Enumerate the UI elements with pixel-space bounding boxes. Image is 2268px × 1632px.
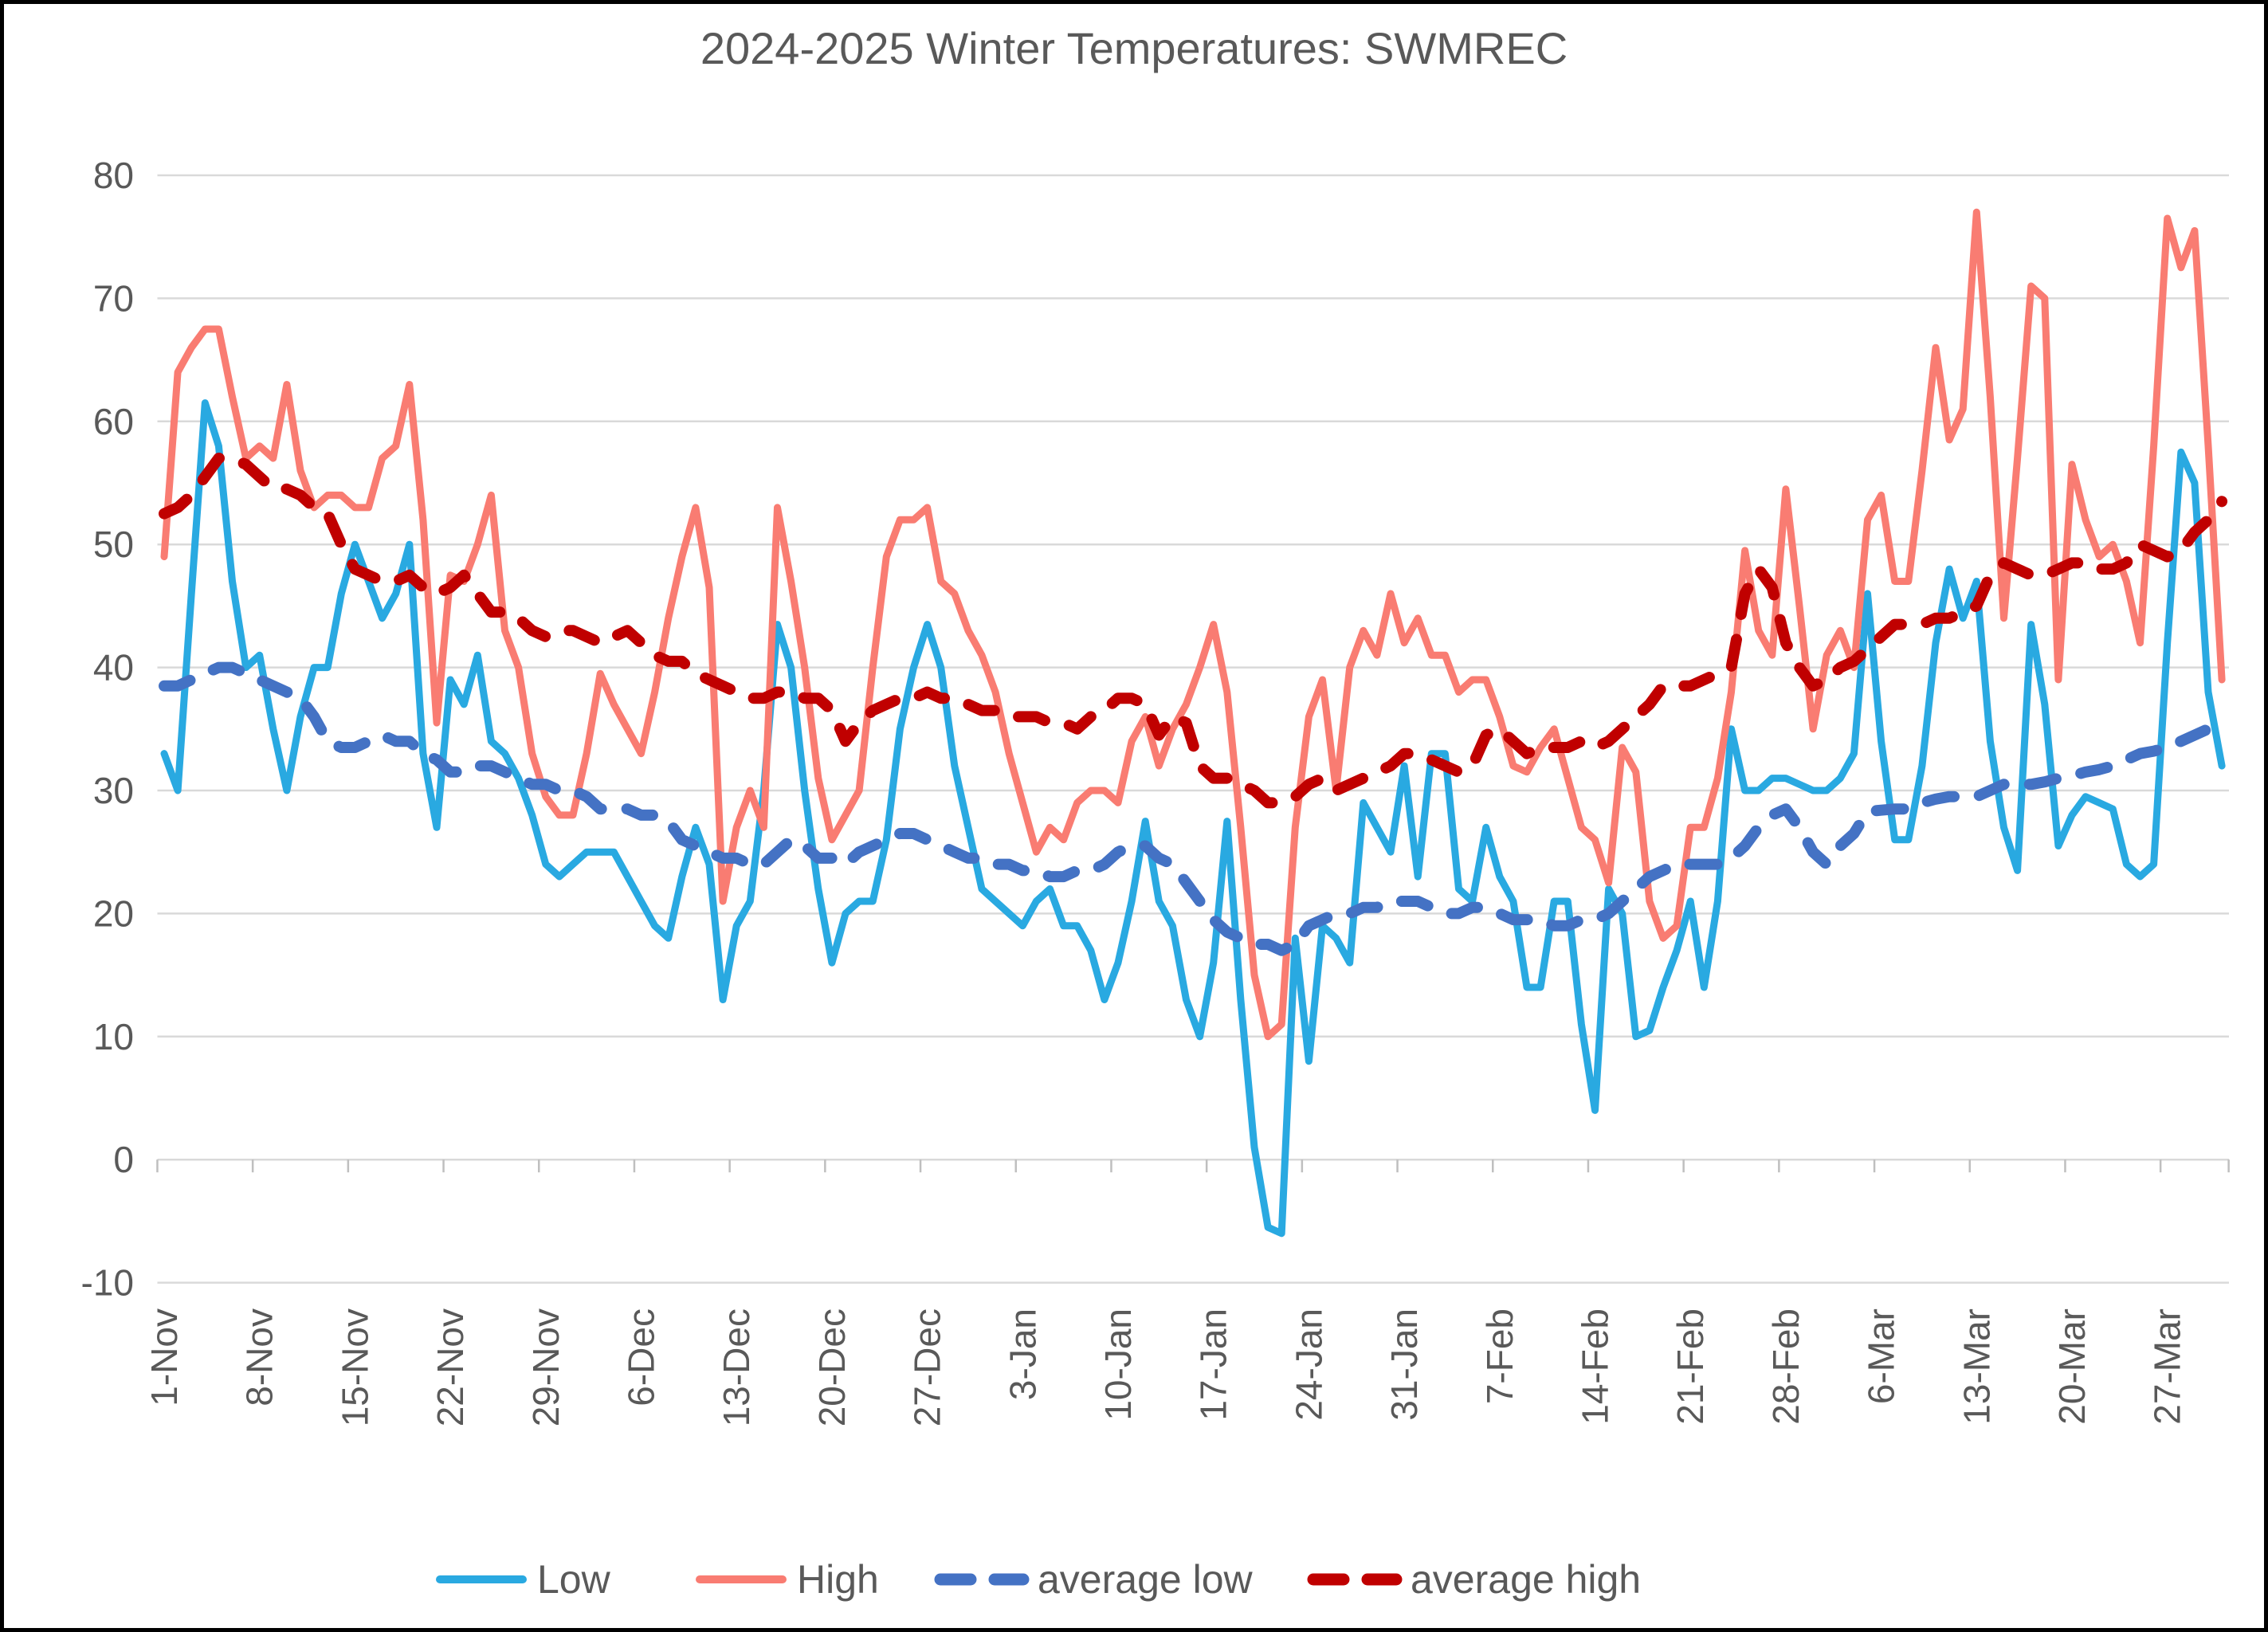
legend-label: average low [1038,1557,1253,1602]
x-tick-label: 24-Jan [1288,1308,1329,1421]
x-tick-label: 20-Mar [2051,1308,2093,1425]
y-tick-label: 80 [93,155,134,196]
legend-item-low: Low [436,1557,611,1602]
legend-label: average high [1411,1557,1641,1602]
x-tick-label: 31-Jan [1383,1308,1425,1421]
x-tick-label: 17-Jan [1193,1308,1234,1421]
x-tick-label: 27-Dec [907,1308,948,1426]
x-tick-label: 14-Feb [1575,1308,1616,1425]
x-tick-label: 3-Jan [1002,1308,1043,1400]
x-tick-label: 27-Mar [2147,1308,2188,1425]
x-tick-label: 22-Nov [430,1308,471,1426]
y-tick-label: 50 [93,524,134,565]
series-line-average-low [159,661,2228,956]
y-tick-label: 60 [93,401,134,442]
y-tick-label: 10 [93,1016,134,1057]
legend-label: Low [537,1557,611,1602]
legend: Low High average low average high [436,1557,1641,1602]
x-tick-label: 7-Feb [1479,1308,1521,1404]
y-tick-label: 20 [93,892,134,934]
series-line-high [160,208,2226,1041]
legend-item-high: High [696,1557,879,1602]
x-tick-label: 20-Dec [811,1308,853,1426]
x-tick-label: 21-Feb [1670,1308,1711,1425]
legend-label: High [797,1557,879,1602]
x-tick-label: 15-Nov [334,1308,375,1426]
y-tick-label: 0 [113,1139,134,1180]
legend-item-average-high: average high [1307,1557,1641,1602]
x-tick-label: 6-Mar [1861,1308,1902,1404]
x-tick-label: 8-Nov [239,1308,281,1406]
x-tick-label: 29-Nov [525,1308,567,1426]
x-tick-label: 6-Dec [621,1308,662,1406]
chart-title: 2024-2025 Winter Temperatures: SWMREC [700,23,1568,73]
y-tick-label: -10 [81,1262,134,1304]
series-line-low [160,399,2226,1238]
legend-item-average-low: average low [934,1557,1253,1602]
x-tick-label: 1-Nov [143,1308,185,1406]
x-tick-label: 28-Feb [1765,1308,1807,1425]
series-line-average-high [159,453,2228,809]
y-tick-label: 40 [93,647,134,688]
y-tick-label: 70 [93,277,134,319]
x-tick-label: 13-Mar [1956,1308,1997,1425]
y-tick-label: 30 [93,770,134,811]
x-tick-label: 10-Jan [1097,1308,1139,1421]
x-tick-label: 13-Dec [716,1308,757,1426]
